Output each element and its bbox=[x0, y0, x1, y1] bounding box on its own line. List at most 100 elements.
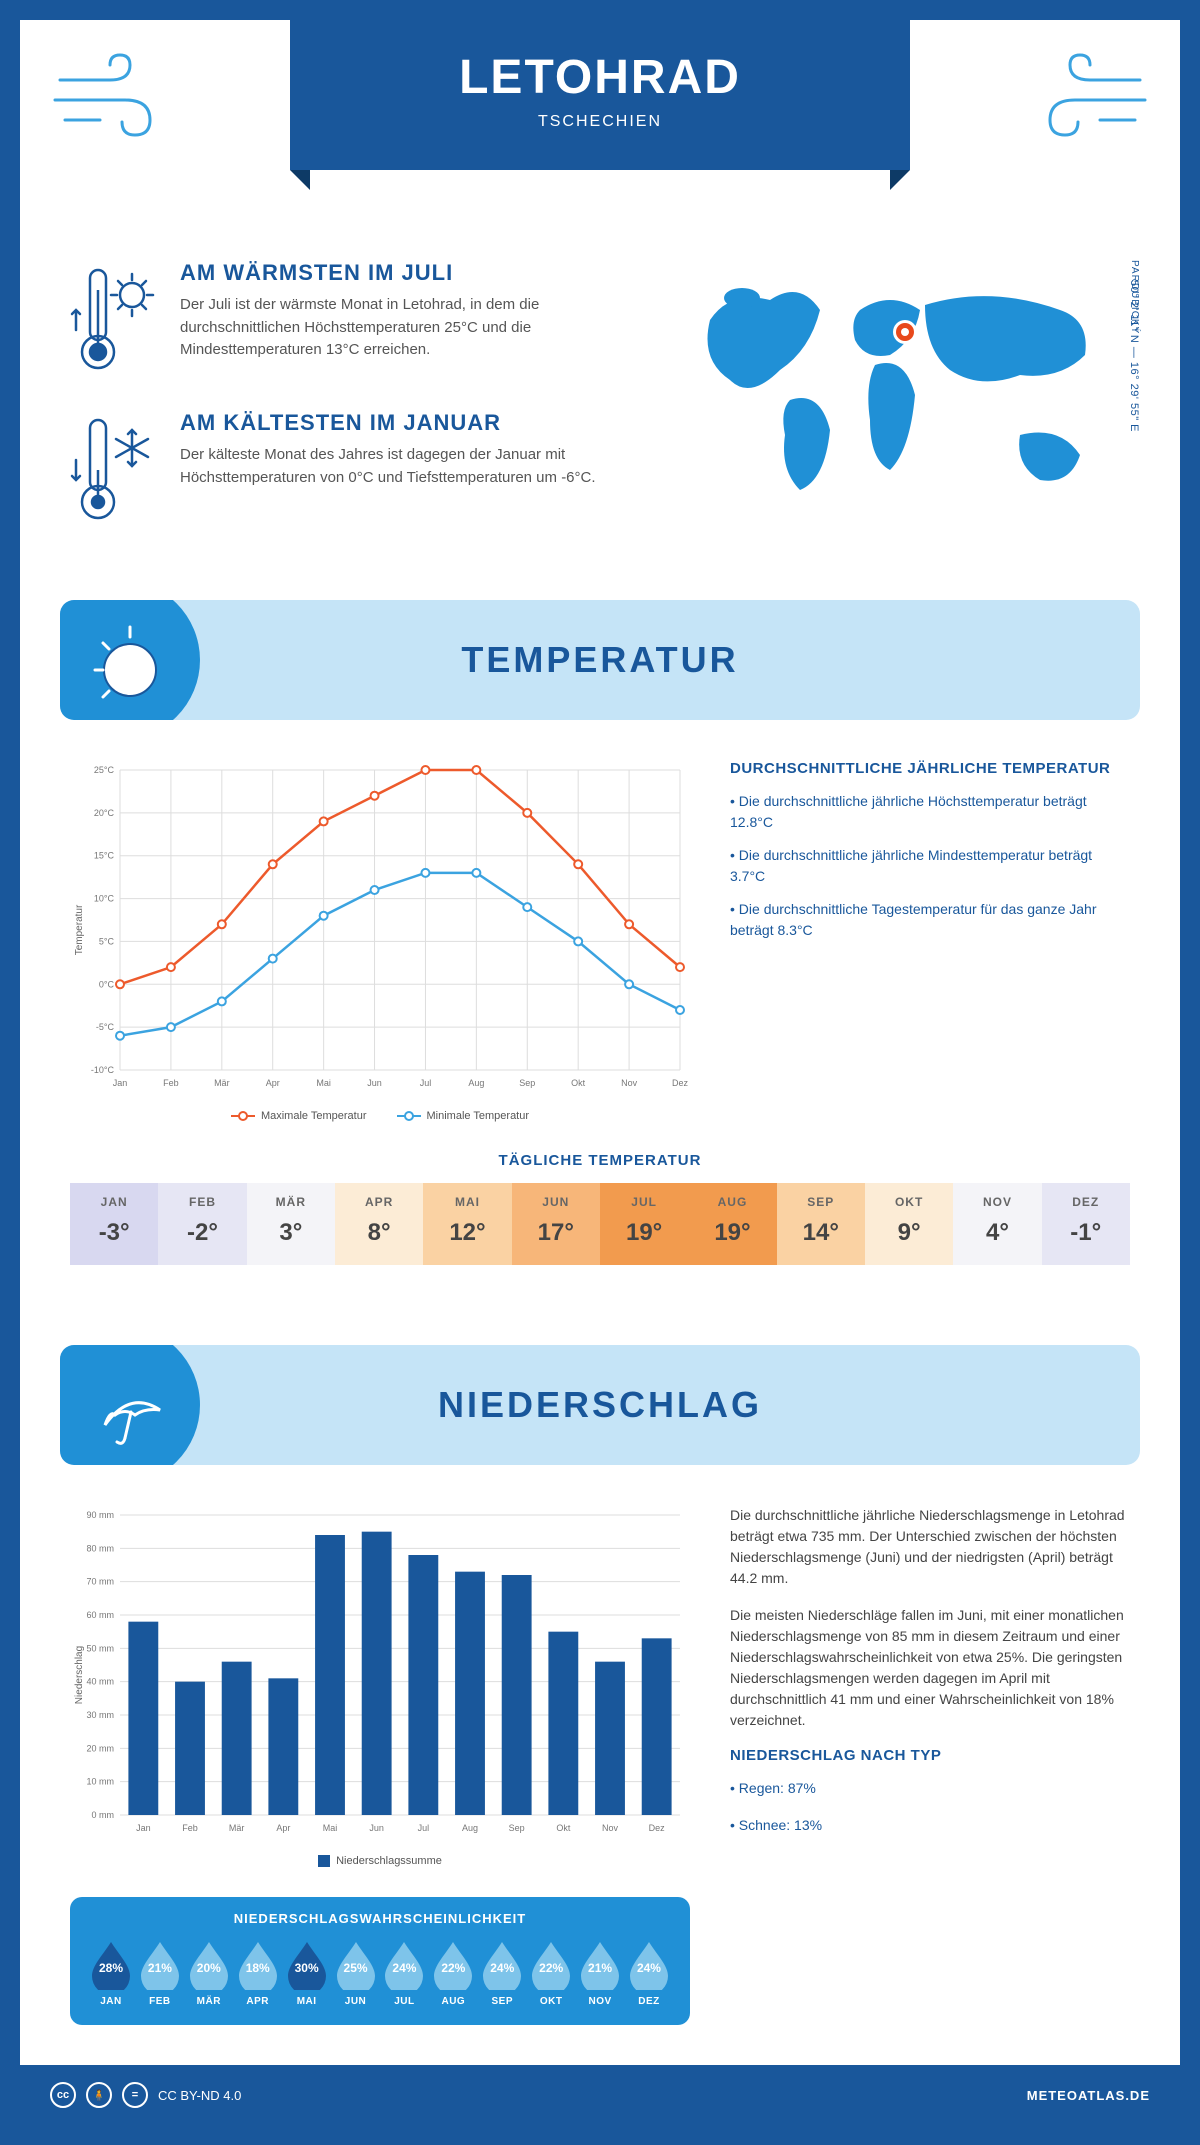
svg-text:Jul: Jul bbox=[420, 1078, 432, 1088]
svg-text:-5°C: -5°C bbox=[96, 1022, 115, 1032]
svg-text:Mai: Mai bbox=[323, 1823, 338, 1833]
precip-section-banner: NIEDERSCHLAG bbox=[60, 1345, 1140, 1465]
temp-heading: TEMPERATUR bbox=[461, 639, 738, 681]
svg-text:Mär: Mär bbox=[214, 1078, 230, 1088]
svg-text:Okt: Okt bbox=[556, 1823, 571, 1833]
daily-cell: APR8° bbox=[335, 1183, 423, 1265]
svg-text:50 mm: 50 mm bbox=[86, 1643, 114, 1653]
warmest-block: AM WÄRMSTEN IM JULI Der Juli ist der wär… bbox=[70, 260, 650, 380]
precip-type2: • Schnee: 13% bbox=[730, 1815, 1130, 1836]
coldest-body: Der kälteste Monat des Jahres ist dagege… bbox=[180, 444, 600, 489]
svg-text:40 mm: 40 mm bbox=[86, 1677, 114, 1687]
daily-cell: SEP14° bbox=[777, 1183, 865, 1265]
precip-content: 0 mm10 mm20 mm30 mm40 mm50 mm60 mm70 mm8… bbox=[20, 1465, 1180, 2065]
footer: cc 🧍 = CC BY-ND 4.0 METEOATLAS.DE bbox=[20, 2065, 1180, 2125]
precip-prob-box: NIEDERSCHLAGSWAHRSCHEINLICHKEIT 28%JAN21… bbox=[70, 1897, 690, 2025]
daily-cell: JUL19° bbox=[600, 1183, 688, 1265]
daily-temp-grid: JAN-3°FEB-2°MÄR3°APR8°MAI12°JUN17°JUL19°… bbox=[70, 1183, 1130, 1265]
temp-side-text: DURCHSCHNITTLICHE JÄHRLICHE TEMPERATUR •… bbox=[730, 760, 1130, 1122]
svg-text:Okt: Okt bbox=[571, 1078, 586, 1088]
wind-icon bbox=[50, 50, 170, 150]
prob-cell: 24%SEP bbox=[479, 1940, 525, 2007]
daily-cell: JAN-3° bbox=[70, 1183, 158, 1265]
svg-text:25°C: 25°C bbox=[94, 765, 115, 775]
page-title: LETOHRAD bbox=[290, 50, 910, 105]
svg-text:Niederschlag: Niederschlag bbox=[74, 1646, 85, 1704]
daily-cell: MAI12° bbox=[423, 1183, 511, 1265]
daily-cell: AUG19° bbox=[688, 1183, 776, 1265]
sun-icon bbox=[60, 600, 200, 720]
site-name: METEOATLAS.DE bbox=[1027, 2088, 1150, 2103]
svg-text:5°C: 5°C bbox=[99, 936, 115, 946]
svg-text:Jan: Jan bbox=[136, 1823, 151, 1833]
prob-cell: 20%MÄR bbox=[186, 1940, 232, 2007]
precip-p1: Die durchschnittliche jährliche Niedersc… bbox=[730, 1505, 1130, 1589]
legend-min: Minimale Temperatur bbox=[427, 1110, 530, 1122]
temp-side-title: DURCHSCHNITTLICHE JÄHRLICHE TEMPERATUR bbox=[730, 760, 1130, 777]
prob-title: NIEDERSCHLAGSWAHRSCHEINLICHKEIT bbox=[88, 1911, 672, 1926]
page-subtitle: TSCHECHIEN bbox=[290, 113, 910, 131]
precip-chart: 0 mm10 mm20 mm30 mm40 mm50 mm60 mm70 mm8… bbox=[70, 1505, 690, 2025]
cc-icon: cc bbox=[50, 2082, 76, 2108]
thermometer-sun-icon bbox=[70, 260, 160, 380]
svg-text:Jun: Jun bbox=[367, 1078, 382, 1088]
svg-text:20 mm: 20 mm bbox=[86, 1743, 114, 1753]
prob-cell: 21%FEB bbox=[137, 1940, 183, 2007]
precip-p2: Die meisten Niederschläge fallen im Juni… bbox=[730, 1605, 1130, 1731]
precip-side-text: Die durchschnittliche jährliche Niedersc… bbox=[730, 1505, 1130, 2025]
svg-text:80 mm: 80 mm bbox=[86, 1543, 114, 1553]
temp-chart: -10°C-5°C0°C5°C10°C15°C20°C25°CJanFebMär… bbox=[70, 760, 690, 1122]
prob-cell: 18%APR bbox=[235, 1940, 281, 2007]
svg-text:Dez: Dez bbox=[649, 1823, 666, 1833]
daily-cell: NOV4° bbox=[953, 1183, 1041, 1265]
daily-cell: DEZ-1° bbox=[1042, 1183, 1130, 1265]
temp-side-l3: • Die durchschnittliche Tagestemperatur … bbox=[730, 899, 1130, 941]
prob-cell: 24%DEZ bbox=[626, 1940, 672, 2007]
license-text: CC BY-ND 4.0 bbox=[158, 2088, 241, 2103]
svg-text:Dez: Dez bbox=[672, 1078, 689, 1088]
coords-label: 50° 2' 11" N — 16° 29' 55" E bbox=[1128, 280, 1140, 432]
prob-grid: 28%JAN21%FEB20%MÄR18%APR30%MAI25%JUN24%J… bbox=[88, 1940, 672, 2007]
intro-section: AM WÄRMSTEN IM JULI Der Juli ist der wär… bbox=[20, 230, 1180, 600]
svg-text:Nov: Nov bbox=[602, 1823, 619, 1833]
svg-text:90 mm: 90 mm bbox=[86, 1510, 114, 1520]
daily-cell: MÄR3° bbox=[247, 1183, 335, 1265]
legend-precip: Niederschlagssumme bbox=[336, 1855, 442, 1867]
coldest-block: AM KÄLTESTEN IM JANUAR Der kälteste Mona… bbox=[70, 410, 650, 530]
warmest-text: AM WÄRMSTEN IM JULI Der Juli ist der wär… bbox=[180, 260, 600, 380]
wind-icon bbox=[1030, 50, 1150, 150]
svg-text:Apr: Apr bbox=[276, 1823, 290, 1833]
daily-cell: JUN17° bbox=[512, 1183, 600, 1265]
svg-text:Aug: Aug bbox=[462, 1823, 478, 1833]
precip-type1: • Regen: 87% bbox=[730, 1778, 1130, 1799]
prob-cell: 30%MAI bbox=[284, 1940, 330, 2007]
prob-cell: 22%AUG bbox=[430, 1940, 476, 2007]
svg-text:30 mm: 30 mm bbox=[86, 1710, 114, 1720]
prob-cell: 28%JAN bbox=[88, 1940, 134, 2007]
svg-text:20°C: 20°C bbox=[94, 808, 115, 818]
prob-cell: 21%NOV bbox=[577, 1940, 623, 2007]
svg-text:Sep: Sep bbox=[519, 1078, 535, 1088]
temp-section-banner: TEMPERATUR bbox=[60, 600, 1140, 720]
precip-heading: NIEDERSCHLAG bbox=[438, 1384, 762, 1426]
precip-legend: Niederschlagssumme bbox=[70, 1855, 690, 1867]
svg-text:Temperatur: Temperatur bbox=[74, 904, 85, 955]
header: LETOHRAD TSCHECHIEN bbox=[20, 20, 1180, 230]
intro-left: AM WÄRMSTEN IM JULI Der Juli ist der wär… bbox=[70, 260, 650, 560]
precip-type-title: NIEDERSCHLAG NACH TYP bbox=[730, 1747, 1130, 1764]
svg-text:15°C: 15°C bbox=[94, 851, 115, 861]
svg-text:70 mm: 70 mm bbox=[86, 1577, 114, 1587]
page: LETOHRAD TSCHECHIEN AM WÄRMSTEN IM JULI … bbox=[0, 0, 1200, 2145]
by-icon: 🧍 bbox=[86, 2082, 112, 2108]
temp-side-l2: • Die durchschnittliche jährliche Mindes… bbox=[730, 845, 1130, 887]
svg-text:0°C: 0°C bbox=[99, 979, 115, 989]
umbrella-icon bbox=[60, 1345, 200, 1465]
prob-cell: 25%JUN bbox=[333, 1940, 379, 2007]
legend-max: Maximale Temperatur bbox=[261, 1110, 367, 1122]
thermometer-snow-icon bbox=[70, 410, 160, 530]
svg-text:Feb: Feb bbox=[163, 1078, 179, 1088]
svg-text:Mär: Mär bbox=[229, 1823, 245, 1833]
svg-text:Jul: Jul bbox=[418, 1823, 430, 1833]
coldest-text: AM KÄLTESTEN IM JANUAR Der kälteste Mona… bbox=[180, 410, 600, 530]
daily-cell: OKT9° bbox=[865, 1183, 953, 1265]
